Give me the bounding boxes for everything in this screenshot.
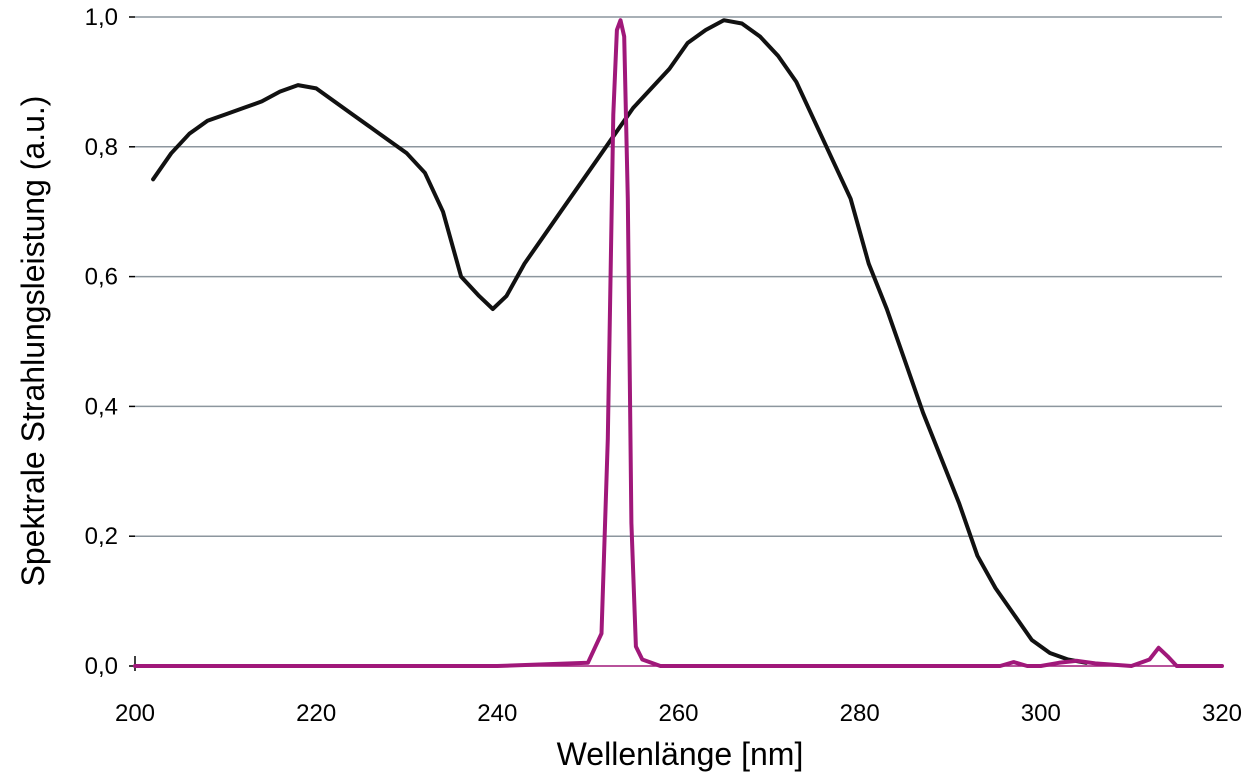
y-tick-label-2: 0,4 bbox=[85, 393, 118, 420]
axes bbox=[129, 16, 1222, 671]
y-tick-labels: 0,0 0,2 0,4 0,6 0,8 1,0 bbox=[85, 4, 118, 680]
y-axis-title: Spektrale Strahlungsleistung (a.u.) bbox=[15, 96, 51, 587]
grid-lines bbox=[135, 16, 1222, 537]
x-tick-labels: 200 220 240 260 280 300 320 bbox=[115, 700, 1242, 727]
y-tick-label-4: 0,8 bbox=[85, 134, 118, 161]
x-tick-label-5: 300 bbox=[1021, 700, 1061, 727]
x-tick-label-6: 320 bbox=[1202, 700, 1242, 727]
x-tick-label-2: 240 bbox=[477, 700, 517, 727]
y-tick-label-5: 1,0 bbox=[85, 4, 118, 31]
series-line-0 bbox=[151, 18, 1089, 665]
y-tick-label-1: 0,2 bbox=[85, 523, 118, 550]
x-tick-label-0: 200 bbox=[115, 700, 155, 727]
x-tick-label-3: 260 bbox=[658, 700, 698, 727]
x-axis-title: Wellenlänge [nm] bbox=[557, 736, 804, 772]
y-tick-label-0: 0,0 bbox=[85, 653, 118, 680]
y-tick-label-3: 0,6 bbox=[85, 264, 118, 291]
series-line-1 bbox=[133, 18, 1224, 668]
x-tick-label-1: 220 bbox=[296, 700, 336, 727]
x-tick-label-4: 280 bbox=[840, 700, 880, 727]
series-lines bbox=[133, 18, 1224, 668]
